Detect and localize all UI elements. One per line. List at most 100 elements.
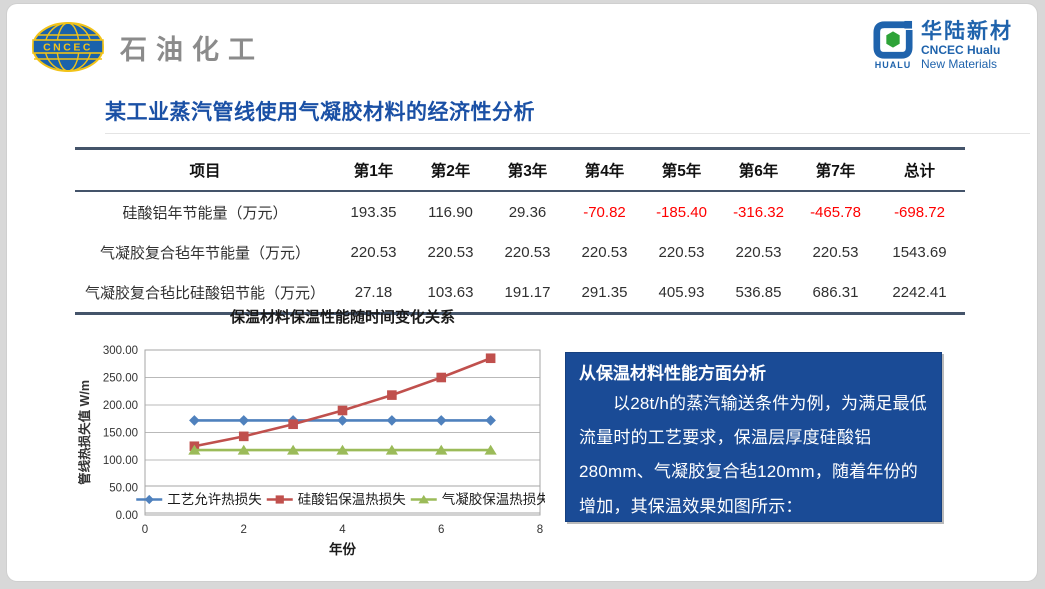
table-header-row: 项目 第1年 第2年 第3年 第4年 第5年 第6年 第7年 总计 [75, 148, 965, 191]
table-header-cell: 项目 [189, 163, 221, 180]
table-value-cell: 103.63 [427, 283, 474, 301]
marker-triangle [435, 444, 448, 455]
table-value-cell: 1543.69 [892, 243, 947, 261]
y-tick-label: 100.00 [103, 455, 138, 467]
marker-square [337, 405, 348, 416]
row-label: 气凝胶复合毡比硅酸铝节能（万元） [84, 284, 325, 302]
x-tick-label: 0 [142, 524, 148, 536]
legend-box [144, 485, 541, 514]
table-header-cell: 第1年 [353, 163, 394, 180]
economics-table: 项目 第1年 第2年 第3年 第4年 第5年 第6年 第7年 总计 硅酸铝年节能量（万元） 193… [75, 147, 965, 315]
marker-diamond [435, 415, 447, 426]
marker-diamond [485, 415, 496, 426]
cncec-logo: CNCEC [30, 20, 106, 74]
x-axis-label: 年份 [329, 541, 356, 558]
page-title: 某工业蒸汽管线使用气凝胶材料的经济性分析 [105, 101, 535, 124]
table-value-cell: 2242.41 [892, 283, 947, 301]
table-header-cell: 第3年 [507, 163, 548, 180]
table-value-cell: 116.90 [428, 203, 473, 221]
marker-triangle [287, 444, 300, 455]
hualu-icon-label: HUALU [874, 60, 912, 70]
table-value-cell: 220.53 [504, 243, 551, 261]
y-tick-label: 300.00 [103, 345, 138, 357]
marker-triangle [418, 494, 430, 504]
marker-triangle [484, 444, 497, 455]
marker-triangle [385, 444, 398, 455]
x-tick-label: 2 [241, 524, 247, 536]
row-label: 气凝胶复合毡年节能量（万元） [99, 244, 310, 262]
analysis-info-box: 从保温材料性能方面分析 以28t/h的蒸汽输送条件为例，为满足最低流量时的工艺要… [565, 352, 942, 522]
legend-label: 气凝胶保温热损失 [442, 491, 545, 508]
table-value-cell: 29.36 [508, 203, 547, 221]
y-tick-label: 0.00 [116, 510, 138, 522]
table-value-cell: 27.18 [354, 283, 393, 301]
marker-diamond [144, 494, 154, 505]
table-value-cell: 686.31 [812, 283, 859, 301]
plot-border [144, 349, 541, 516]
y-tick-label: 250.00 [103, 373, 138, 385]
marker-square [275, 495, 284, 504]
marker-diamond [238, 415, 250, 426]
chart-title: 保温材料保温性能随时间变化关系 [229, 308, 455, 326]
table-header-cell: 总计 [903, 163, 935, 180]
marker-square [436, 372, 447, 383]
y-tick-label: 50.00 [109, 483, 138, 495]
legend-label: 工艺允许热损失 [167, 492, 262, 508]
marker-triangle [237, 444, 250, 455]
hualu-name-cn: 华陆新材 [921, 20, 1013, 43]
table-row: 硅酸铝年节能量（万元） 193.35 116.90 29.36 -70.82 -185.4… [75, 191, 965, 232]
table-header-cell: 第6年 [738, 163, 779, 180]
marker-diamond [386, 415, 398, 426]
table-header-cell: 第7年 [815, 163, 856, 180]
table-value-cell: 536.85 [735, 283, 782, 301]
table-row: 气凝胶复合毡比硅酸铝节能（万元） 27.18 103.63 191.17 291.35 4… [75, 272, 965, 314]
hualu-logo: HUALU 华陆新材 CNCEC Hualu New Materials [872, 20, 1013, 72]
table-value-cell: -185.40 [656, 203, 707, 221]
cncec-brand-text: 石油化工 [120, 35, 264, 66]
marker-square [288, 419, 298, 430]
insulation-chart-svg: 保温材料保温性能随时间变化关系 0.00 50.00 100.00 150.00 200.… [77, 308, 545, 558]
x-tick-label: 6 [438, 524, 444, 536]
info-box-title: 从保温材料性能方面分析 [579, 364, 766, 383]
row-label: 硅酸铝年节能量（万元） [122, 204, 288, 222]
info-box-body: 以28t/h的蒸汽输送条件为例，为满足最低流量时的工艺要求，保温层厚度硅酸铝28… [579, 393, 928, 516]
table-value-cell: -698.72 [894, 203, 945, 221]
table-value-cell: 291.35 [581, 283, 628, 301]
table-value-cell: 220.53 [658, 243, 705, 261]
marker-triangle [336, 444, 349, 455]
table-value-cell: -70.82 [583, 203, 626, 221]
legend-label: 硅酸铝保温热损失 [298, 492, 406, 508]
table-value-cell: 220.53 [581, 243, 628, 261]
table-value-cell: 191.17 [504, 283, 551, 301]
y-tick-label: 200.00 [103, 400, 138, 412]
marker-diamond [337, 415, 348, 426]
hualu-name-en1: CNCEC Hualu [921, 43, 1001, 58]
y-tick-label: 150.00 [103, 428, 138, 440]
table-value-cell: 405.93 [658, 283, 705, 301]
table-row: 气凝胶复合毡年节能量（万元） 220.53 220.53 220.53 220.53 22… [75, 232, 965, 272]
table-value-cell: 220.53 [812, 243, 859, 261]
marker-triangle [188, 444, 201, 455]
table-value-cell: 220.53 [427, 243, 474, 261]
table-value-cell: 193.35 [350, 203, 397, 221]
table-header-cell: 第2年 [430, 163, 471, 180]
table-value-cell: 220.53 [350, 243, 397, 261]
cncec-globe-icon: CNCEC [32, 22, 104, 72]
marker-diamond [189, 415, 200, 426]
svg-text:CNCEC: CNCEC [43, 42, 93, 54]
marker-square [238, 431, 249, 442]
hualu-icon [873, 20, 913, 59]
marker-square [485, 353, 496, 364]
table-value-cell: 220.53 [735, 243, 782, 261]
marker-square [387, 390, 397, 400]
table-body: 硅酸铝年节能量（万元） 193.35 116.90 29.36 -70.82 -185.4… [75, 191, 965, 314]
hualu-name-en2: New Materials [921, 57, 998, 72]
table-value-cell: -316.32 [733, 203, 784, 221]
series-line [194, 357, 492, 448]
table-header-cell: 第5年 [661, 163, 702, 180]
table-value-cell: -465.78 [810, 203, 861, 221]
table-header-cell: 第4年 [584, 163, 625, 180]
y-axis-label: 管线热损失值 W/m [77, 380, 92, 485]
x-tick-label: 4 [339, 524, 346, 536]
title-divider [105, 133, 1030, 134]
